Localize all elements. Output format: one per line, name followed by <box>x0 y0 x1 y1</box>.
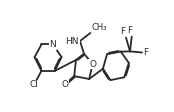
Text: O: O <box>89 60 96 69</box>
Text: F: F <box>143 48 148 57</box>
Text: F: F <box>120 27 125 36</box>
Text: F: F <box>127 26 132 35</box>
Text: HN: HN <box>65 37 79 46</box>
Text: CH₃: CH₃ <box>92 23 107 32</box>
Text: N: N <box>50 40 56 49</box>
Text: O: O <box>62 80 69 89</box>
Text: Cl: Cl <box>30 80 38 89</box>
